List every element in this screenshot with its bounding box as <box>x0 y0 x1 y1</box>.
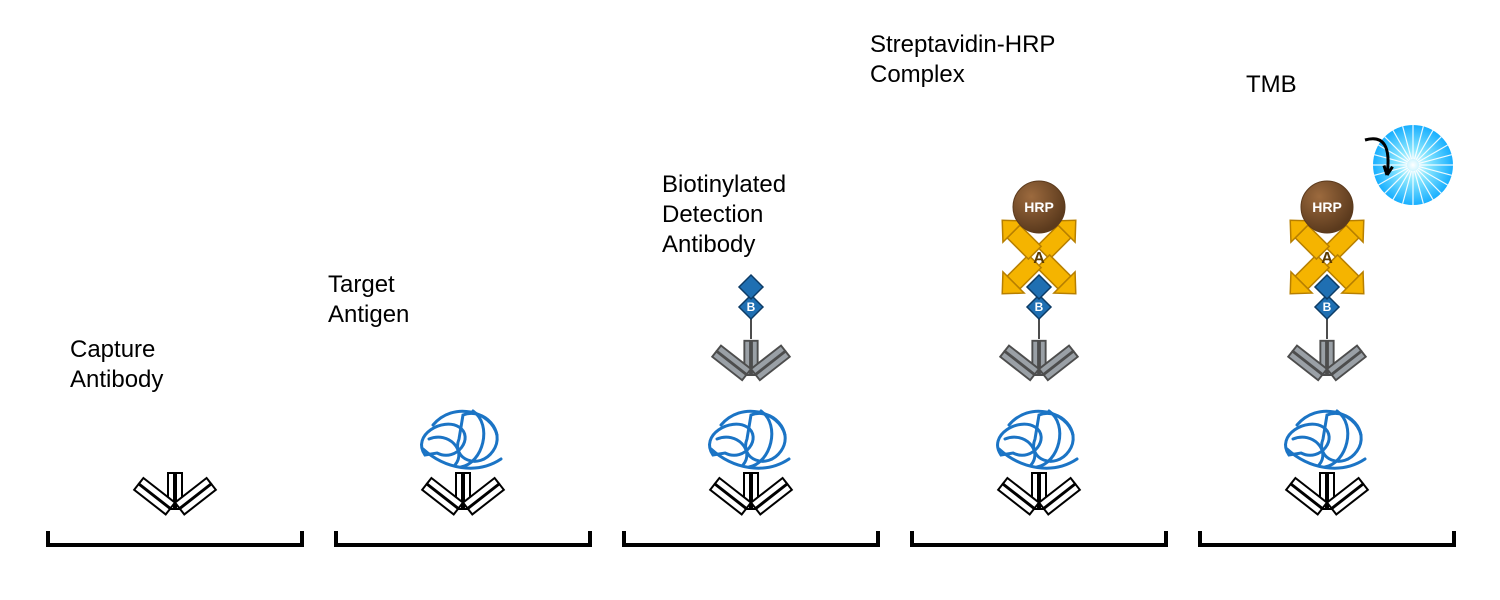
svg-text:B: B <box>1035 300 1044 314</box>
svg-text:A: A <box>1321 250 1333 267</box>
capture-antibody <box>998 473 1080 514</box>
panel-4: B A HRP <box>912 181 1166 545</box>
hrp-icon: HRP <box>1013 181 1065 233</box>
antigen <box>710 411 789 468</box>
panel-3: B <box>624 275 878 545</box>
antigen <box>1286 411 1365 468</box>
well <box>48 533 302 545</box>
detection-antibody <box>712 341 790 380</box>
svg-text:A: A <box>1033 250 1045 267</box>
svg-text:B: B <box>1323 300 1332 314</box>
svg-text:B: B <box>747 300 756 314</box>
well <box>336 533 590 545</box>
hrp-icon: HRP <box>1301 181 1353 233</box>
well <box>624 533 878 545</box>
capture-antibody <box>134 473 216 514</box>
antigen <box>422 411 501 468</box>
biotin-icon: B <box>1027 275 1051 319</box>
antigen <box>998 411 1077 468</box>
panel-2 <box>336 411 590 545</box>
capture-antibody <box>1286 473 1368 514</box>
capture-antibody <box>422 473 504 514</box>
detection-antibody <box>1000 341 1078 380</box>
svg-text:HRP: HRP <box>1024 199 1054 215</box>
well <box>1200 533 1454 545</box>
detection-antibody <box>1288 341 1366 380</box>
tmb-icon <box>1373 125 1453 205</box>
biotin-icon: B <box>739 275 763 319</box>
diagram-stage: B B A HRP B A HRP <box>0 0 1500 600</box>
well <box>912 533 1166 545</box>
panel-5: B A HRP <box>1200 125 1454 545</box>
capture-antibody <box>710 473 792 514</box>
panel-1 <box>48 473 302 545</box>
svg-text:HRP: HRP <box>1312 199 1342 215</box>
biotin-icon: B <box>1315 275 1339 319</box>
